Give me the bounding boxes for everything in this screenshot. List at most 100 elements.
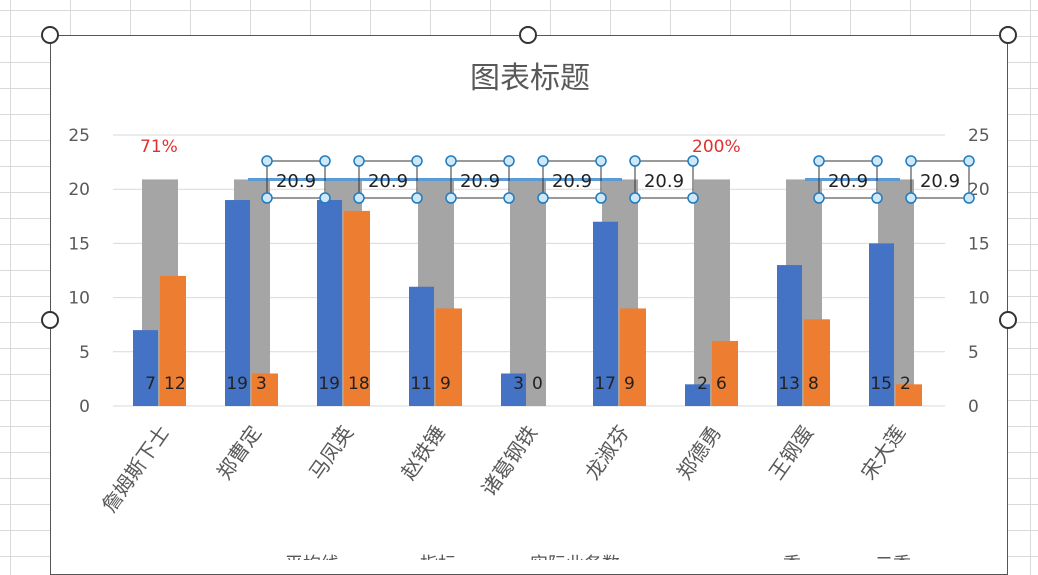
selection-handle [687,155,699,167]
average-data-label: 20.9 [644,171,684,192]
selection-handle [537,155,549,167]
bar-series-1 [777,265,802,406]
average-label-box [542,160,602,199]
y-tick-label: 0 [79,397,90,417]
data-label-series-2: 8 [808,374,819,394]
selection-handle [963,155,975,167]
bar-target [510,179,546,406]
resize-handle[interactable] [41,26,59,44]
bar-series-2 [620,308,646,406]
x-tick-label: 郑曹定 [212,421,266,484]
legend-label: 指标 [420,554,456,560]
data-label-series-2: 0 [532,374,543,394]
selection-handle [595,155,607,167]
data-label-series-1: 17 [594,374,616,394]
selection-handle [629,155,641,167]
average-label-box [818,160,878,199]
bar-series-1 [133,330,158,406]
data-label-series-2: 9 [624,374,635,394]
selection-handle [503,155,515,167]
y2-tick-label: 25 [968,126,990,146]
selection-handle [261,192,273,204]
x-tick-label: 马凤英 [304,421,358,484]
selection-handle [537,192,549,204]
selection-handle [353,155,365,167]
selection-handle [871,192,883,204]
average-data-label: 20.9 [828,171,868,192]
average-data-label: 20.9 [368,171,408,192]
y2-tick-label: 0 [968,397,979,417]
bar-series-2 [160,275,186,406]
y2-tick-label: 15 [968,234,990,254]
data-label-series-1: 3 [513,374,524,394]
selection-handle [687,192,699,204]
bar-series-2 [344,210,370,406]
average-label-box [634,160,694,199]
chart-title: 图表标题 [470,61,590,96]
data-label-series-2: 9 [440,374,451,394]
data-label-series-1: 7 [145,374,156,394]
x-tick-label: 宋大莲 [856,421,910,484]
y-tick-label: 5 [79,343,90,363]
selection-handle [905,192,917,204]
bar-series-1 [409,286,434,406]
bar-series-1 [317,200,342,406]
average-label-box [266,160,326,199]
resize-handle[interactable] [519,26,537,44]
selection-handle [319,192,331,204]
average-data-label: 20.9 [552,171,592,192]
y-tick-label: 20 [68,180,90,200]
selection-handle [353,192,365,204]
y-tick-label: 10 [68,289,90,309]
x-tick-label: 郑德勇 [672,421,726,484]
selection-handle [445,192,457,204]
selection-handle [411,192,423,204]
bar-series-1 [593,221,618,406]
data-label-series-1: 15 [870,374,892,394]
average-label-box [358,160,418,199]
selection-handle [411,155,423,167]
bar-series-2 [712,340,738,406]
bar-series-2 [804,319,830,406]
data-label-series-2: 6 [716,374,727,394]
bar-series-1 [501,373,526,406]
resize-handle[interactable] [999,311,1017,329]
average-data-label: 20.9 [460,171,500,192]
selection-handle [813,192,825,204]
legend-label: 实际业务数 [530,554,620,560]
bar-series-2 [896,384,922,406]
data-label-series-2: 2 [900,374,911,394]
legend-label: 二季 [875,554,911,560]
resize-handle[interactable] [41,311,59,329]
bar-series-1 [225,200,250,406]
selection-handle [503,192,515,204]
x-tick-label: 赵铁锤 [396,421,450,484]
y-tick-label: 15 [68,234,90,254]
selection-handle [629,192,641,204]
legend-label: 平均线 [285,554,339,560]
bar-series-1 [869,243,894,406]
x-tick-label: 王钢蛋 [764,421,818,484]
x-tick-label: 龙淑芬 [580,421,634,484]
x-tick-label: 诸葛钢铁 [477,421,543,500]
selection-handle [261,155,273,167]
average-label-box [910,160,970,199]
data-label-series-2: 12 [164,374,186,394]
y2-tick-label: 10 [968,289,990,309]
data-label-series-1: 11 [410,374,432,394]
bar-series-2 [436,308,462,406]
data-label-series-1: 19 [226,374,248,394]
bar-series-1 [685,384,710,406]
selection-handle [871,155,883,167]
data-label-series-2: 18 [348,374,370,394]
resize-handle[interactable] [999,26,1017,44]
average-label-box [450,160,510,199]
data-label-series-1: 13 [778,374,800,394]
y-tick-label: 25 [68,126,90,146]
data-label-series-1: 19 [318,374,340,394]
selection-handle [963,192,975,204]
selection-handle [813,155,825,167]
data-label-series-1: 2 [697,374,708,394]
legend-label: 一季 [765,554,801,560]
